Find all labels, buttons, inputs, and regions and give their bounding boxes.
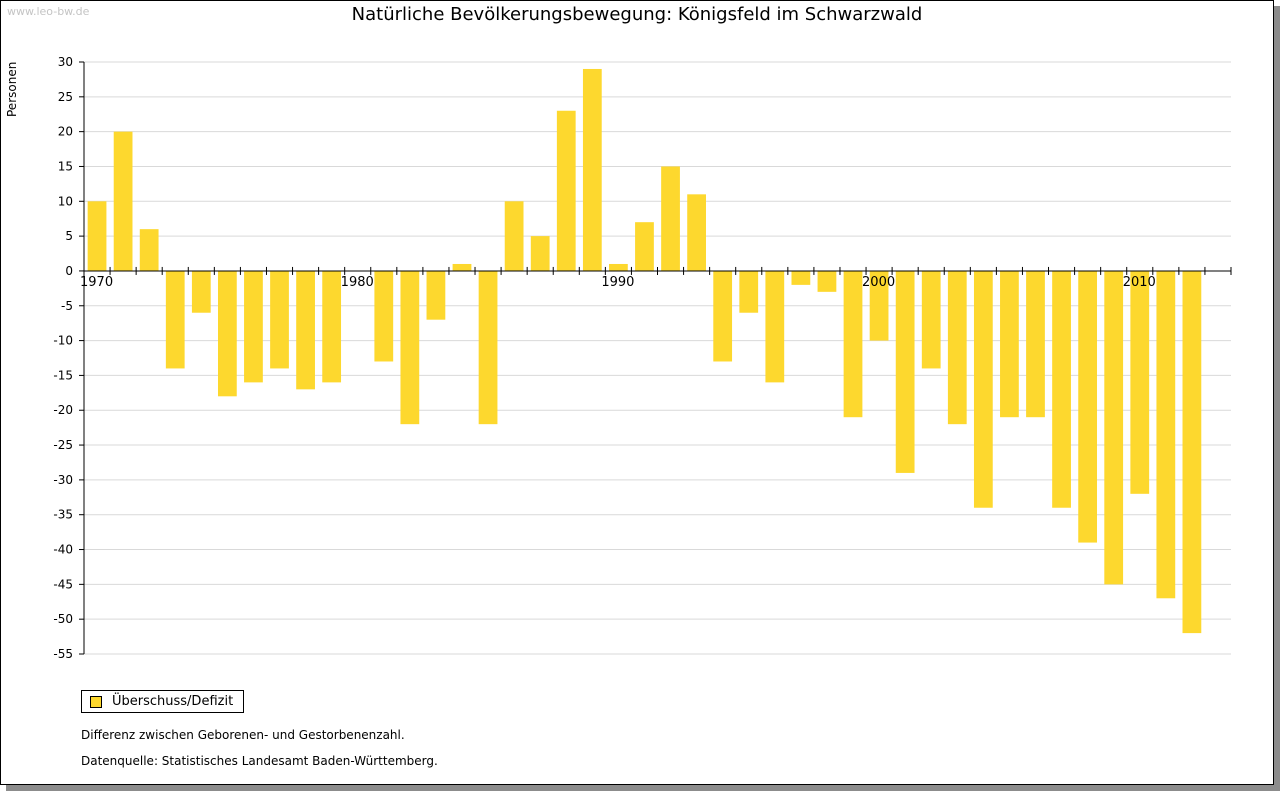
bar-1989 xyxy=(582,68,602,271)
bar-2001 xyxy=(895,270,915,473)
bar-2008 xyxy=(1078,270,1098,543)
bar-1979 xyxy=(322,270,342,383)
bar-1985 xyxy=(478,270,498,425)
x-tick-label: 1970 xyxy=(80,275,113,290)
y-tick-label: 20 xyxy=(58,125,73,139)
bar-1992 xyxy=(661,166,680,271)
bar-2005 xyxy=(1000,270,1019,418)
bar-1999 xyxy=(843,270,863,418)
x-tick-label: 1980 xyxy=(341,275,374,290)
y-tick-label: -40 xyxy=(53,543,73,557)
bar-2009 xyxy=(1104,270,1124,585)
bar-2002 xyxy=(921,270,941,369)
bar-1987 xyxy=(530,236,550,271)
y-tick-label: -50 xyxy=(53,612,73,626)
bar-1977 xyxy=(270,270,289,369)
y-tick-label: -25 xyxy=(53,438,73,452)
x-tick-label: 1990 xyxy=(601,275,634,290)
bar-1998 xyxy=(817,270,837,292)
note-description: Differenz zwischen Geborenen- und Gestor… xyxy=(81,728,405,742)
y-tick-label: -55 xyxy=(53,647,73,661)
bar-1986 xyxy=(504,201,524,271)
bar-1978 xyxy=(296,270,315,390)
bar-1975 xyxy=(217,270,237,397)
bar-1988 xyxy=(556,110,576,271)
watermark: www.leo-bw.de xyxy=(7,5,90,18)
bar-2010 xyxy=(1130,270,1150,494)
legend-swatch xyxy=(90,695,102,708)
bar-1971 xyxy=(113,131,133,271)
bar-2000 xyxy=(869,270,889,341)
y-tick-label: -35 xyxy=(53,508,73,522)
x-tick-label: 2000 xyxy=(862,275,895,290)
y-tick-label: -10 xyxy=(53,334,73,348)
bar-1983 xyxy=(426,270,446,320)
y-tick-label: -30 xyxy=(53,473,73,487)
legend: Überschuss/Defizit xyxy=(81,690,245,713)
bar-2006 xyxy=(1026,270,1045,418)
bar-2004 xyxy=(973,270,993,508)
bar-1991 xyxy=(635,222,654,271)
bar-1995 xyxy=(739,270,759,313)
x-tick-label: 2010 xyxy=(1123,275,1156,290)
y-tick-label: 25 xyxy=(58,90,73,104)
bar-1994 xyxy=(713,270,733,362)
chart-title: Natürliche Bevölkerungsbewegung: Königsf… xyxy=(351,4,923,25)
bar-1970 xyxy=(87,201,107,271)
bar-1993 xyxy=(687,194,706,271)
bar-1982 xyxy=(400,270,420,425)
y-tick-label: -5 xyxy=(61,299,73,313)
bar-2012 xyxy=(1182,270,1202,634)
bar-2007 xyxy=(1052,270,1071,508)
legend-label: Überschuss/Defizit xyxy=(112,694,234,709)
bar-1976 xyxy=(244,270,263,383)
bar-2011 xyxy=(1156,270,1176,599)
y-tick-label: -20 xyxy=(53,403,73,417)
bar-1981 xyxy=(374,270,394,362)
bar-2003 xyxy=(947,270,967,425)
y-tick-label: -15 xyxy=(53,368,73,382)
bar-1990 xyxy=(609,263,628,271)
bar-1997 xyxy=(791,270,811,285)
bar-1974 xyxy=(191,270,211,313)
y-tick-label: -45 xyxy=(53,577,73,591)
bar-1973 xyxy=(165,270,185,369)
bar-chart: 30 25 20 15 10 5 0 -5 -10 -15 -20 -25 -30 -35 -40 -45 -5… xyxy=(53,55,1232,661)
y-tick-label: 15 xyxy=(58,159,73,173)
bar-1996 xyxy=(765,270,785,383)
y-tick-label: 10 xyxy=(58,194,73,208)
y-tick-label: 0 xyxy=(65,264,73,278)
y-tick-label: 30 xyxy=(58,55,73,69)
y-tick-label: 5 xyxy=(65,229,73,243)
note-source: Datenquelle: Statistisches Landesamt Bad… xyxy=(81,754,438,768)
bar-1984 xyxy=(452,263,472,271)
bar-1972 xyxy=(139,229,159,271)
